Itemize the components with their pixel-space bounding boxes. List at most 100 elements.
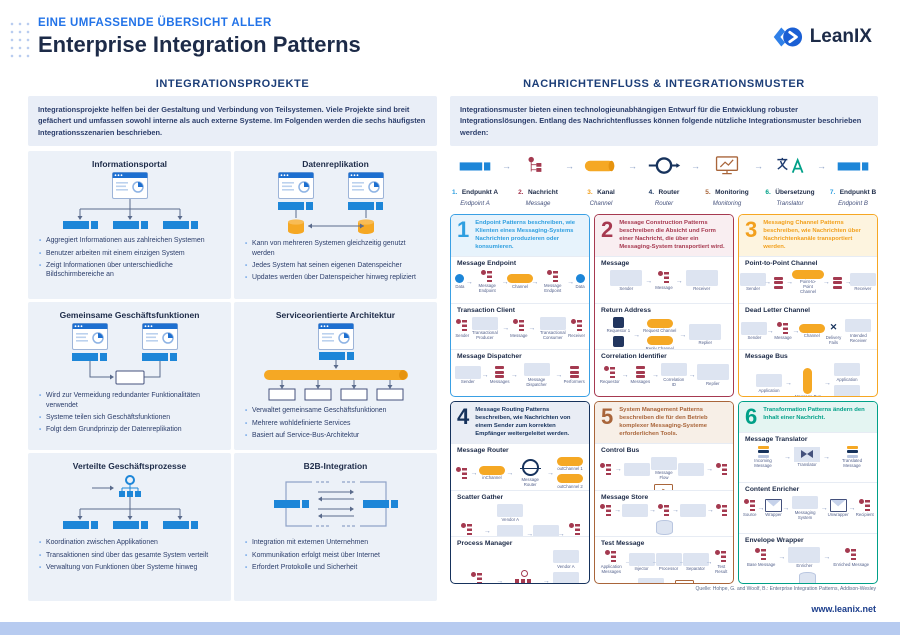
pattern-box-system-management: 5 System Management Patterns beschreiben… xyxy=(594,401,734,585)
message-bus-pill-icon xyxy=(803,367,813,394)
cell-bullets: Kann von mehreren Systemen gleichzeitig … xyxy=(242,239,429,283)
endpoint-bar-icon xyxy=(459,162,491,171)
database-icon xyxy=(799,572,817,584)
router-icon xyxy=(648,157,681,175)
arrow-icon xyxy=(484,528,491,535)
bullet-item: Verwaltet gemeinsame Geschäftsfunktionen xyxy=(244,406,427,416)
channel-pill-icon xyxy=(798,323,825,333)
arrow-icon xyxy=(672,507,679,514)
arrow-icon xyxy=(764,279,771,286)
integration-projects-section: INTEGRATIONSPROJEKTE Integrationsprojekt… xyxy=(28,78,437,602)
pattern-diagram: Data Message Endpoint Channel Message En… xyxy=(455,269,585,294)
system-box-icon xyxy=(755,374,782,388)
arrow-icon xyxy=(824,380,831,387)
pattern-message-bus: Message Bus Application Message Bus Appl… xyxy=(739,349,877,396)
system-box-icon xyxy=(741,321,768,335)
channel-pill-icon xyxy=(646,336,673,346)
box-number: 4 xyxy=(457,404,470,430)
flow-step-number: 4. xyxy=(648,189,654,197)
message-icon xyxy=(570,319,583,332)
pattern-diagram: Test Data Generator Control Bus xyxy=(601,577,727,583)
requestor-icon xyxy=(612,336,624,348)
delivery-fails-x-icon xyxy=(830,317,838,335)
message-icon xyxy=(512,319,525,332)
cell-informationsportal: Informationsportal Aggregiert Informatio… xyxy=(28,151,231,300)
system-box-icon xyxy=(628,552,655,566)
pattern-diagram: Requestor Messages Correlation ID Replie… xyxy=(600,363,729,387)
flow-translator: 6. Übersetzung Translator xyxy=(765,155,815,208)
arrow-icon xyxy=(614,507,621,514)
arrow-icon xyxy=(691,161,700,171)
bullet-item: Koordination zwischen Applikationen xyxy=(38,538,221,548)
message-icon xyxy=(481,269,493,283)
monitor-icon xyxy=(654,484,674,490)
message-icon xyxy=(777,321,789,335)
channel-pill-icon xyxy=(646,318,673,328)
flow-step-label-en: Monitoring xyxy=(712,200,742,208)
message-icon xyxy=(658,503,670,517)
page-header: EINE UMFASSENDE ÜBERSICHT ALLER Enterpri… xyxy=(38,17,361,58)
pattern-diagram: Sender Point-to-Point Channel Receiver xyxy=(740,269,876,295)
cell-title: Verteilte Geschäftsprozesse xyxy=(72,461,187,472)
arrow-icon xyxy=(482,372,489,379)
system-box-icon xyxy=(845,319,872,333)
system-box-icon xyxy=(834,384,861,396)
system-box-icon xyxy=(552,550,579,564)
message-icon xyxy=(471,571,483,583)
channel-pill-icon xyxy=(792,269,824,279)
bullet-item: Updates werden über Datenspeicher hinweg… xyxy=(244,273,427,283)
message-icon xyxy=(528,157,542,173)
arrow-icon xyxy=(531,279,538,286)
message-flow-row: 1. Endpunkt A Endpoint A 2. Nachricht Mess… xyxy=(450,155,878,208)
channel-pill-icon xyxy=(507,274,533,284)
arrow-icon xyxy=(823,279,830,286)
arrow-icon xyxy=(707,507,714,514)
bullet-item: Kommunikation erfolgt meist über Interne… xyxy=(244,551,427,561)
system-box-icon xyxy=(834,363,861,377)
channel-pill-icon xyxy=(584,161,615,172)
bullet-item: Jedes System hat seinen eigenen Datenspe… xyxy=(244,261,427,271)
flow-step-label-de: Endpunkt A xyxy=(461,189,499,197)
box-description: Endpoint Patterns beschreiben, wie Klien… xyxy=(475,220,576,250)
bullet-item: Integration mit externen Unternehmen xyxy=(244,538,427,548)
system-box-icon xyxy=(622,503,649,517)
pattern-diagram: Sender Message Receiver xyxy=(601,269,727,292)
flow-step-number: 3. xyxy=(587,189,593,197)
messages-stack-icon xyxy=(495,366,505,379)
verteilte-prozesse-diagram xyxy=(62,475,198,530)
pattern-return-address: Return Address Requestor 1 Requestor 2 R… xyxy=(595,302,733,349)
message-icon xyxy=(569,522,581,536)
website-url: www.leanix.net xyxy=(811,604,876,614)
leanix-logo-text: LeanIX xyxy=(809,26,872,47)
bottom-accent-bar xyxy=(0,622,900,635)
pattern-diagram: Sender Message Channel Delivery Fails In… xyxy=(741,317,872,346)
system-box-icon xyxy=(678,462,705,476)
system-box-icon xyxy=(740,272,767,286)
arrow-icon xyxy=(502,325,509,332)
pattern-diagram: Requestor 1 Requestor 2 Request Channel … xyxy=(601,316,727,349)
pattern-message-dispatcher: Message Dispatcher Sender Messages Messa… xyxy=(451,349,589,396)
pattern-diagram: Trigger Message Process Manager Vendor A… xyxy=(457,550,583,583)
flow-step-number: 6. xyxy=(765,189,771,197)
pattern-message: Message Sender Message Receiver xyxy=(595,255,733,303)
messages-stack-icon xyxy=(569,366,579,379)
leanix-logo-icon xyxy=(773,27,802,47)
system-box-icon xyxy=(682,552,709,566)
pattern-diagram: Control Bus xyxy=(601,484,727,490)
cell-b2b-integration: B2B-Integration Integration mit externen… xyxy=(234,453,437,602)
message-icon xyxy=(715,462,728,476)
bullet-item: Folgt dem Grundprinzip der Datenreplikat… xyxy=(38,425,221,435)
pattern-message-endpoint: Message Endpoint Data Message Endpoint C… xyxy=(451,255,589,303)
leanix-logo: LeanIX xyxy=(769,24,872,50)
arrow-icon xyxy=(633,332,640,339)
pattern-diagram: inChannel Message Router outChannel 1 ou… xyxy=(456,456,583,490)
message-icon xyxy=(715,503,728,517)
pattern-diagram: Sender Transactional Producer Message Tr… xyxy=(455,316,585,341)
arrow-icon xyxy=(645,278,652,285)
pattern-control-bus: Control Bus Message Flow Control Bus xyxy=(595,442,733,490)
pattern-message-router: Message Router inChannel Message Router … xyxy=(451,442,589,490)
cell-gemeinsame-geschaeftsfunktionen: Gemeinsame Geschäftsfunktionen Wird zur … xyxy=(28,302,231,451)
arrow-icon xyxy=(785,380,792,387)
cell-title: B2B-Integration xyxy=(303,461,368,472)
arrow-icon xyxy=(466,279,473,286)
